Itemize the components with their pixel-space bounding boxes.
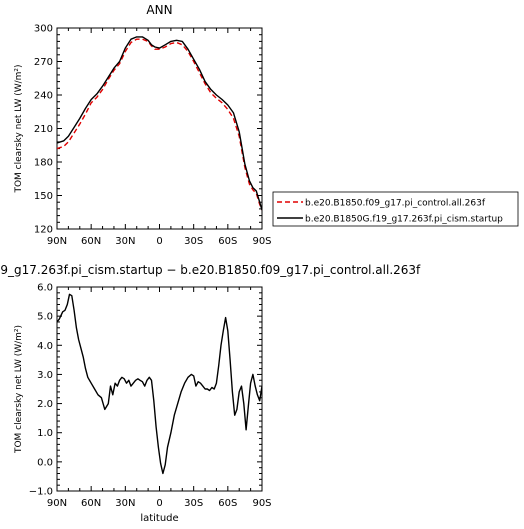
- legend-box: [272, 191, 519, 227]
- series-line-1: [57, 38, 262, 211]
- x-tick-label: 30N: [115, 236, 135, 247]
- chart-panel-1: ANN 90N 60N 30N 0 30S 60S 90S 120 150 180 210 240 270…: [14, 3, 519, 247]
- x-tick-label: 90S: [252, 498, 271, 509]
- y-tick-label: −1.0: [29, 487, 53, 498]
- legend-entry-label: b.e20.B1850.f09_g17.pi_control.all.263f: [305, 199, 486, 209]
- y-tick-label: 240: [34, 91, 53, 102]
- y-tick-label: 0.0: [37, 457, 53, 468]
- y-tick-label: 270: [34, 57, 53, 68]
- y-tick-label: 180: [34, 158, 53, 169]
- x-tick-label: 30N: [115, 498, 135, 509]
- x-tick-label: 60S: [218, 498, 237, 509]
- y-tick-label: 5.0: [37, 312, 53, 323]
- y-tick-label: 6.0: [37, 283, 53, 294]
- y-tick-label: 210: [34, 124, 53, 135]
- x-tick-label: 90N: [47, 498, 67, 509]
- plot-frame: [56, 27, 263, 230]
- legend: b.e20.B1850.f09_g17.pi_control.all.263fb…: [272, 191, 519, 227]
- chart-panel-2: b.e20.B1850G.f19_g17.263f.pi_cism.startu…: [0, 263, 421, 524]
- x-axis-label: latitude: [140, 513, 178, 524]
- x-tick-label: 0: [156, 236, 162, 247]
- x-tick-label: 30S: [184, 498, 203, 509]
- x-tick-label: 0: [156, 498, 162, 509]
- y-tick-label: 2.0: [37, 399, 53, 410]
- y-tick-label: 150: [34, 191, 53, 202]
- y-axis-label: TOM clearsky net LW (W/m²): [14, 64, 24, 193]
- y-tick-label: 120: [34, 225, 53, 236]
- x-tick-label: 60N: [81, 236, 101, 247]
- x-tick-label: 90N: [47, 236, 67, 247]
- y-tick-label: 3.0: [37, 370, 53, 381]
- y-axis-label: TOM clearsky net LW (W/m²): [14, 325, 24, 454]
- x-tick-label: 30S: [184, 236, 203, 247]
- x-tick-label: 60N: [81, 498, 101, 509]
- x-tick-label: 90S: [252, 236, 271, 247]
- chart-title: b.e20.B1850G.f19_g17.263f.pi_cism.startu…: [0, 263, 421, 277]
- y-tick-label: 300: [34, 24, 53, 35]
- series-line-1: [57, 293, 262, 475]
- y-tick-label: 1.0: [37, 428, 53, 439]
- chart-title: ANN: [146, 3, 172, 17]
- x-tick-label: 60S: [218, 236, 237, 247]
- series-line-2: [57, 36, 262, 211]
- legend-entry-label: b.e20.B1850G.f19_g17.263f.pi_cism.startu…: [305, 215, 503, 225]
- y-tick-label: 4.0: [37, 341, 53, 352]
